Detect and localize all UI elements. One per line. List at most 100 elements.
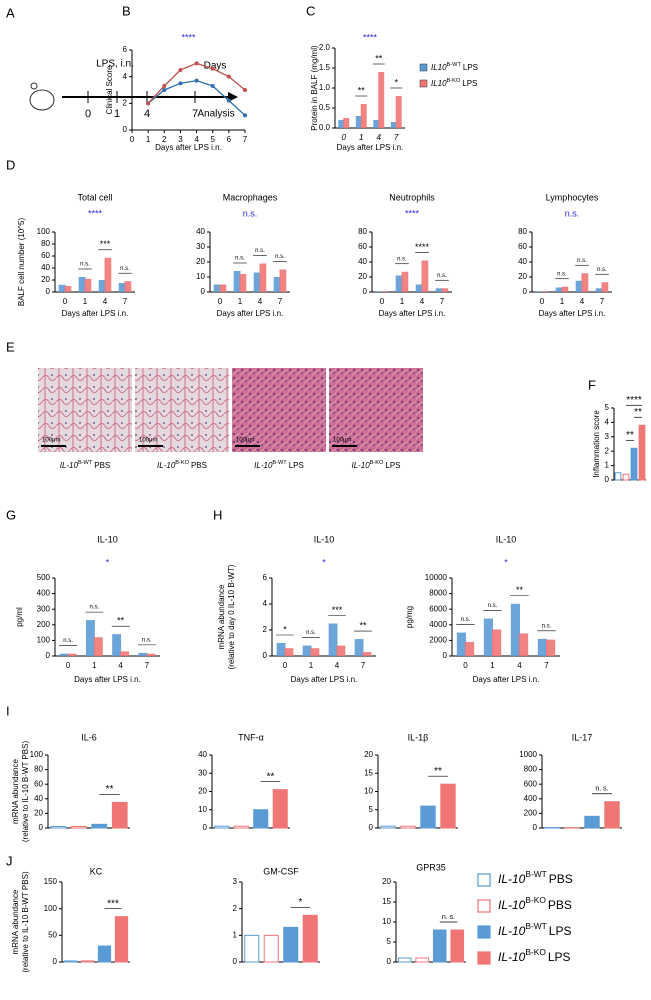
bar	[244, 934, 260, 963]
x-tick-label: 1	[560, 297, 565, 306]
mouse-ear	[30, 82, 38, 90]
bar	[380, 825, 396, 829]
x-tick-label: 1	[83, 297, 88, 306]
bar	[373, 120, 380, 128]
y-axis-label: mRNA abundance	[217, 584, 226, 649]
bar	[253, 809, 269, 829]
y-axis-label: mRNA abundance	[11, 889, 20, 954]
x-tick-label: 0	[218, 297, 223, 306]
superscript: B-WT	[447, 62, 462, 68]
superscript: B-KO	[175, 460, 189, 466]
timeline-end: Analysis	[197, 109, 234, 120]
y-axis-label: (relative to IL-10 B-WT PBS)	[21, 741, 30, 843]
pair-label: ****	[415, 242, 430, 252]
y-tick-label: 6	[123, 45, 128, 54]
y-axis-label: pg/ml	[15, 607, 24, 627]
x-tick-label: 7	[145, 661, 150, 670]
bar	[362, 652, 372, 656]
y-tick-label: 80	[34, 765, 43, 774]
bar	[440, 783, 456, 829]
bar	[435, 288, 443, 292]
bar	[272, 789, 288, 829]
y-tick-label: 10	[198, 805, 207, 814]
condition: LPS	[462, 79, 477, 88]
y-tick-label: 2000	[429, 636, 447, 645]
marker	[210, 84, 215, 88]
y-tick-label: 200	[37, 620, 51, 629]
panel-label: G	[6, 507, 16, 522]
bar	[355, 116, 362, 128]
pair-label: n.s.	[235, 256, 245, 262]
y-tick-label: 400	[524, 794, 538, 803]
comparison-label: **	[267, 771, 275, 782]
chart-title: IL-17	[572, 732, 593, 742]
y-tick-label: 500	[37, 573, 51, 582]
bar	[59, 653, 69, 656]
bar	[302, 645, 312, 656]
timeline-title: LPS, i.n.	[96, 59, 134, 70]
bar	[575, 280, 583, 292]
y-tick-label: 1.0	[319, 83, 331, 92]
bar	[302, 914, 318, 963]
bar	[120, 651, 130, 656]
superscript: B-KO	[447, 78, 461, 84]
y-axis-label: Inflammation score	[592, 410, 601, 478]
x-tick-label: 0	[380, 297, 385, 306]
y-tick-label: 2	[123, 98, 128, 107]
bar	[283, 926, 299, 963]
condition: PBS	[94, 461, 110, 470]
superscript: B-WT	[525, 869, 546, 879]
y-tick-label: 20	[34, 809, 43, 818]
y-tick-label: 6	[263, 573, 268, 582]
x-tick-label: 7	[440, 297, 445, 306]
y-tick-label: 30	[198, 768, 207, 777]
bar	[336, 645, 346, 656]
bar	[84, 278, 92, 292]
bar	[397, 957, 412, 963]
y-axis-label: Protein in BALF (mg/ml)	[310, 45, 319, 131]
marker	[162, 88, 167, 92]
bar	[354, 639, 364, 656]
bar	[555, 287, 563, 292]
bar	[401, 271, 409, 292]
histology-image	[329, 368, 423, 452]
comparison-label: **	[106, 784, 114, 795]
pair-label: *	[394, 77, 398, 87]
legend-swatch	[419, 63, 428, 72]
panel-label: D	[6, 157, 15, 172]
x-tick-label: 0	[63, 297, 68, 306]
y-tick-label: 100	[37, 636, 51, 645]
bar	[584, 815, 600, 829]
bar	[124, 281, 132, 292]
superscript: B-WT	[272, 460, 287, 466]
comparison-label: n. s.	[595, 786, 608, 793]
y-tick-label: 40	[198, 750, 207, 759]
y-tick-label: 40	[41, 263, 50, 272]
chart-title: Total cell	[77, 192, 112, 202]
legend-swatch	[419, 79, 428, 88]
gene: IL-10	[498, 924, 526, 938]
bar	[601, 282, 609, 292]
chart-title: IL-6	[81, 732, 97, 742]
bar	[622, 473, 630, 481]
x-axis-label: Days after LPS i.n.	[539, 309, 606, 318]
legend-label: IL-10B-WT PBS	[498, 869, 573, 886]
histology-image	[232, 368, 326, 452]
bar	[253, 272, 261, 292]
superscript: B-KO	[525, 895, 546, 905]
x-axis-label: Days after LPS i.n.	[74, 675, 141, 684]
y-axis-label: BALF cell number (10^5)	[17, 218, 26, 307]
bar	[91, 823, 108, 829]
x-tick-label: 0	[463, 661, 468, 670]
bar	[415, 284, 423, 292]
y-tick-label: 30	[196, 242, 205, 251]
chart-title: IL-10	[97, 534, 118, 544]
histology	[38, 368, 423, 452]
y-tick-label: 4	[605, 418, 610, 427]
bar	[492, 629, 502, 656]
chart-title: IL-10	[496, 534, 517, 544]
pair-label: n.s.	[255, 248, 265, 254]
y-tick-label: 0	[605, 475, 610, 484]
y-tick-label: 10	[382, 917, 391, 926]
